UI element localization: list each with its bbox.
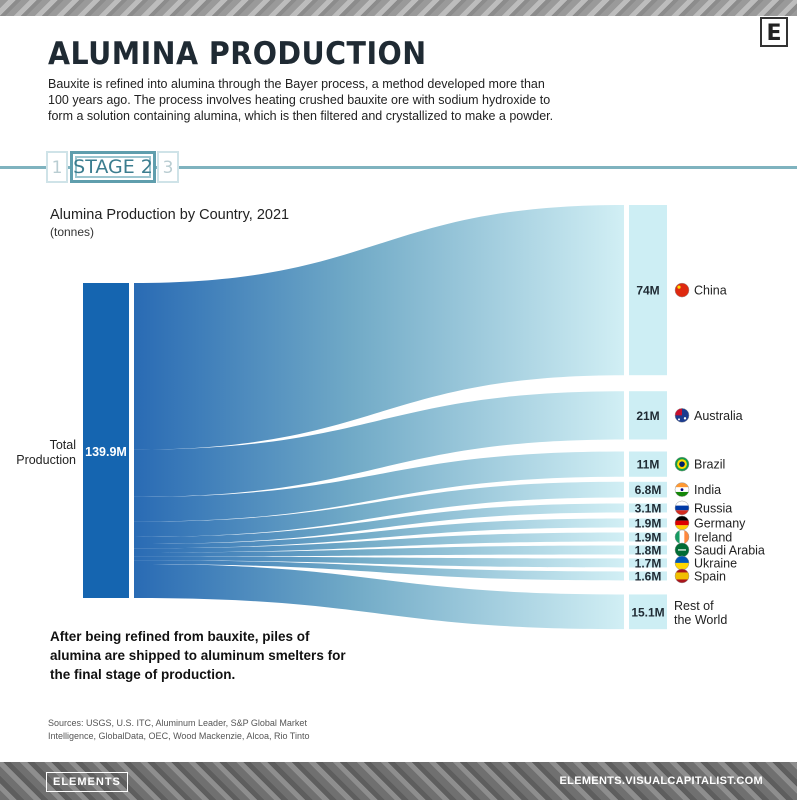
node-ireland [629,532,667,542]
ireland-flag-icon [674,529,690,545]
flow-ukraine [134,556,624,568]
value-label-australia: 21M [636,409,659,423]
node-rest-of-the-world [629,594,667,630]
value-label-ukraine: 1.7M [635,556,662,570]
australia-flag-icon [674,408,690,423]
country-label-australia: Australia [694,409,743,423]
node-russia [629,503,667,513]
flow-russia [134,503,624,544]
value-label-germany: 1.9M [635,516,662,530]
top-texture-band [0,0,797,16]
country-label-germany: Germany [694,516,746,530]
stage-timeline-line [0,166,797,169]
elements-logo: E [760,17,788,47]
flow-rest-of-the-world [134,564,624,630]
stage-2-box: STAGE 2 [70,151,156,183]
node-brazil [629,451,667,477]
source-label: Total Production [16,438,76,467]
flow-china [134,205,624,450]
flow-brazil [134,451,624,522]
flow-india [134,481,624,537]
footer-url-link[interactable]: ELEMENTS.VISUALCAPITALIST.COM [559,775,763,787]
stage-1-box: 1 [46,151,68,183]
country-label-china: China [694,284,727,298]
country-label-ireland: Ireland [694,530,732,544]
sources-text: Sources: USGS, U.S. ITC, Aluminum Leader… [48,718,310,741]
stage-3-box: 3 [157,151,179,183]
value-label-ireland: 1.9M [635,530,662,544]
node-ukraine [629,558,667,568]
china-flag-icon [674,282,690,298]
flow-germany [134,518,624,549]
value-label-spain: 1.6M [635,569,662,583]
country-label-india: India [694,483,721,497]
flow-ireland [134,532,624,553]
node-spain [629,571,667,581]
node-india [629,481,667,498]
flow-spain [134,560,624,581]
india-flag-icon [674,482,690,497]
value-label-saudi-arabia: 1.8M [635,543,662,557]
brazil-flag-icon [674,456,690,472]
node-germany [629,518,667,528]
source-bar [83,283,129,598]
node-australia [629,391,667,440]
node-china [629,205,667,376]
country-label-russia: Russia [694,501,732,515]
country-label-ukraine: Ukraine [694,556,737,570]
germany-flag-icon [674,515,690,531]
flow-australia [134,391,624,497]
bottom-texture-band [0,762,797,800]
country-label-saudi-arabia: Saudi Arabia [694,543,765,557]
country-label-brazil: Brazil [694,458,725,472]
chart-title: Alumina Production by Country, 2021 [50,207,289,223]
intro-paragraph: Bauxite is refined into alumina through … [48,77,554,123]
spain-flag-icon [674,568,690,584]
page-title: ALUMINA PRODUCTION [48,36,427,72]
footer-brand-logo: ELEMENTS [46,772,128,792]
saudi-arabia-flag-icon [674,542,690,558]
value-label-brazil: 11M [637,458,660,472]
ukraine-flag-icon [674,555,690,571]
country-label-spain: Spain [694,569,726,583]
country-label-rest-of-the-world: Rest of the World [674,599,727,627]
value-label-china: 74M [636,284,659,298]
russia-flag-icon [674,500,690,516]
chart-subtitle: (tonnes) [50,225,94,239]
flow-saudi-arabia [134,545,624,557]
value-label-russia: 3.1M [635,501,662,515]
value-label-rest-of-the-world: 15.1M [631,605,664,619]
value-label-india: 6.8M [635,483,662,497]
node-saudi-arabia [629,545,667,555]
takeaway-text: After being refined from bauxite, piles … [50,629,346,682]
source-value-label: 139.9M [85,445,127,459]
